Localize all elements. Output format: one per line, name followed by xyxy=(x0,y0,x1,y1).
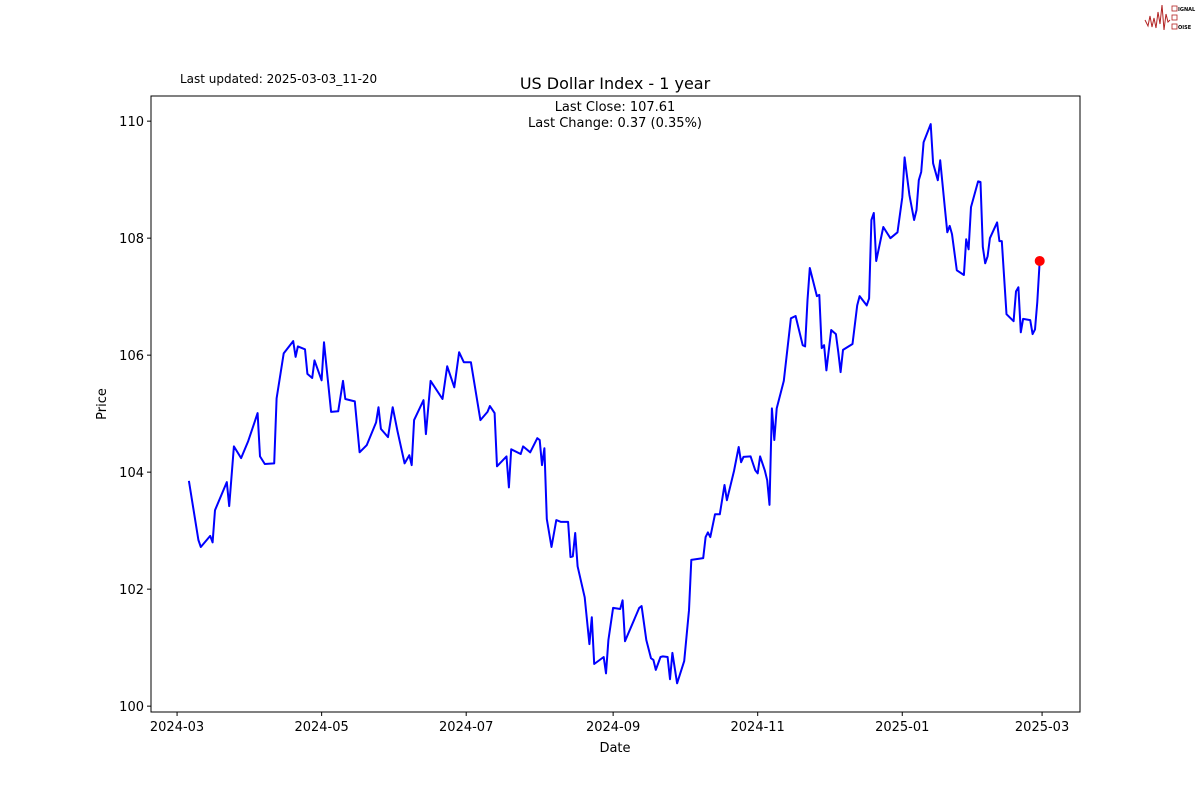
x-tick-label: 2024-05 xyxy=(294,720,348,735)
y-tick-label: 110 xyxy=(119,115,144,130)
last-change-annotation: Last Change: 0.37 (0.35%) xyxy=(528,116,702,131)
x-tick-label: 2024-07 xyxy=(439,720,493,735)
last-updated-label: Last updated: 2025-03-03_11-20 xyxy=(180,72,377,86)
x-axis-ticks: 2024-03 2024-05 2024-07 2024-09 2024-11 2025-… xyxy=(150,712,1069,735)
y-axis-label: Price xyxy=(95,388,110,420)
x-tick-label: 2024-11 xyxy=(731,720,785,735)
y-tick-label: 102 xyxy=(119,583,144,598)
x-tick-label: 2024-03 xyxy=(150,720,204,735)
signal-2-noise-logo: IGNAL OISE xyxy=(1144,4,1196,31)
y-tick-label: 108 xyxy=(119,232,144,247)
x-tick-label: 2025-01 xyxy=(875,720,929,735)
y-tick-label: 106 xyxy=(119,349,144,364)
x-axis-label: Date xyxy=(599,741,630,756)
y-tick-label: 104 xyxy=(119,466,144,481)
plot-area xyxy=(150,95,1081,713)
svg-text:IGNAL: IGNAL xyxy=(1178,7,1196,13)
svg-text:OISE: OISE xyxy=(1178,25,1192,31)
x-tick-label: 2025-03 xyxy=(1015,720,1069,735)
y-tick-label: 100 xyxy=(119,700,144,715)
x-tick-label: 2024-09 xyxy=(586,720,640,735)
price-line xyxy=(187,123,1041,685)
chart-title: US Dollar Index - 1 year xyxy=(520,74,711,93)
logo-waveform-icon xyxy=(1144,4,1171,31)
last-close-marker xyxy=(1034,255,1045,266)
last-close-annotation: Last Close: 107.61 xyxy=(555,100,676,115)
y-axis-ticks: 100 102 104 106 108 110 xyxy=(119,115,151,715)
